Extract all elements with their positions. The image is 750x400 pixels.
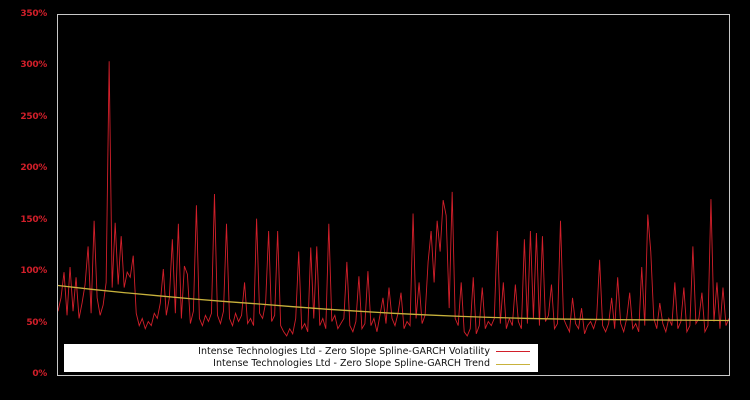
y-tick-label: 0% — [32, 369, 47, 379]
y-tick-label: 250% — [20, 111, 47, 122]
y-tick-label: 300% — [20, 60, 47, 71]
y-tick-label: 150% — [20, 214, 47, 225]
legend-label-trend: Intense Technologies Ltd - Zero Slope Sp… — [213, 358, 490, 370]
y-axis: 0% 50% 100% 150% 200% 250% 300% 350% — [0, 9, 50, 379]
trend-line-sample — [496, 363, 530, 365]
legend-item-trend: Intense Technologies Ltd - Zero Slope Sp… — [68, 358, 534, 370]
legend-label-volatility: Intense Technologies Ltd - Zero Slope Sp… — [198, 345, 490, 357]
y-tick-label: 350% — [20, 9, 47, 19]
volatility-line — [58, 61, 729, 337]
volatility-line-sample — [496, 351, 530, 353]
y-tick-label: 50% — [26, 317, 47, 328]
legend-item-volatility: Intense Technologies Ltd - Zero Slope Sp… — [68, 346, 534, 358]
plot-svg — [58, 61, 729, 337]
y-tick-label: 100% — [20, 266, 47, 277]
y-tick-label: 200% — [20, 163, 47, 174]
legend: Intense Technologies Ltd - Zero Slope Sp… — [64, 344, 538, 372]
trend-line — [58, 284, 729, 322]
plot-area — [57, 14, 730, 376]
